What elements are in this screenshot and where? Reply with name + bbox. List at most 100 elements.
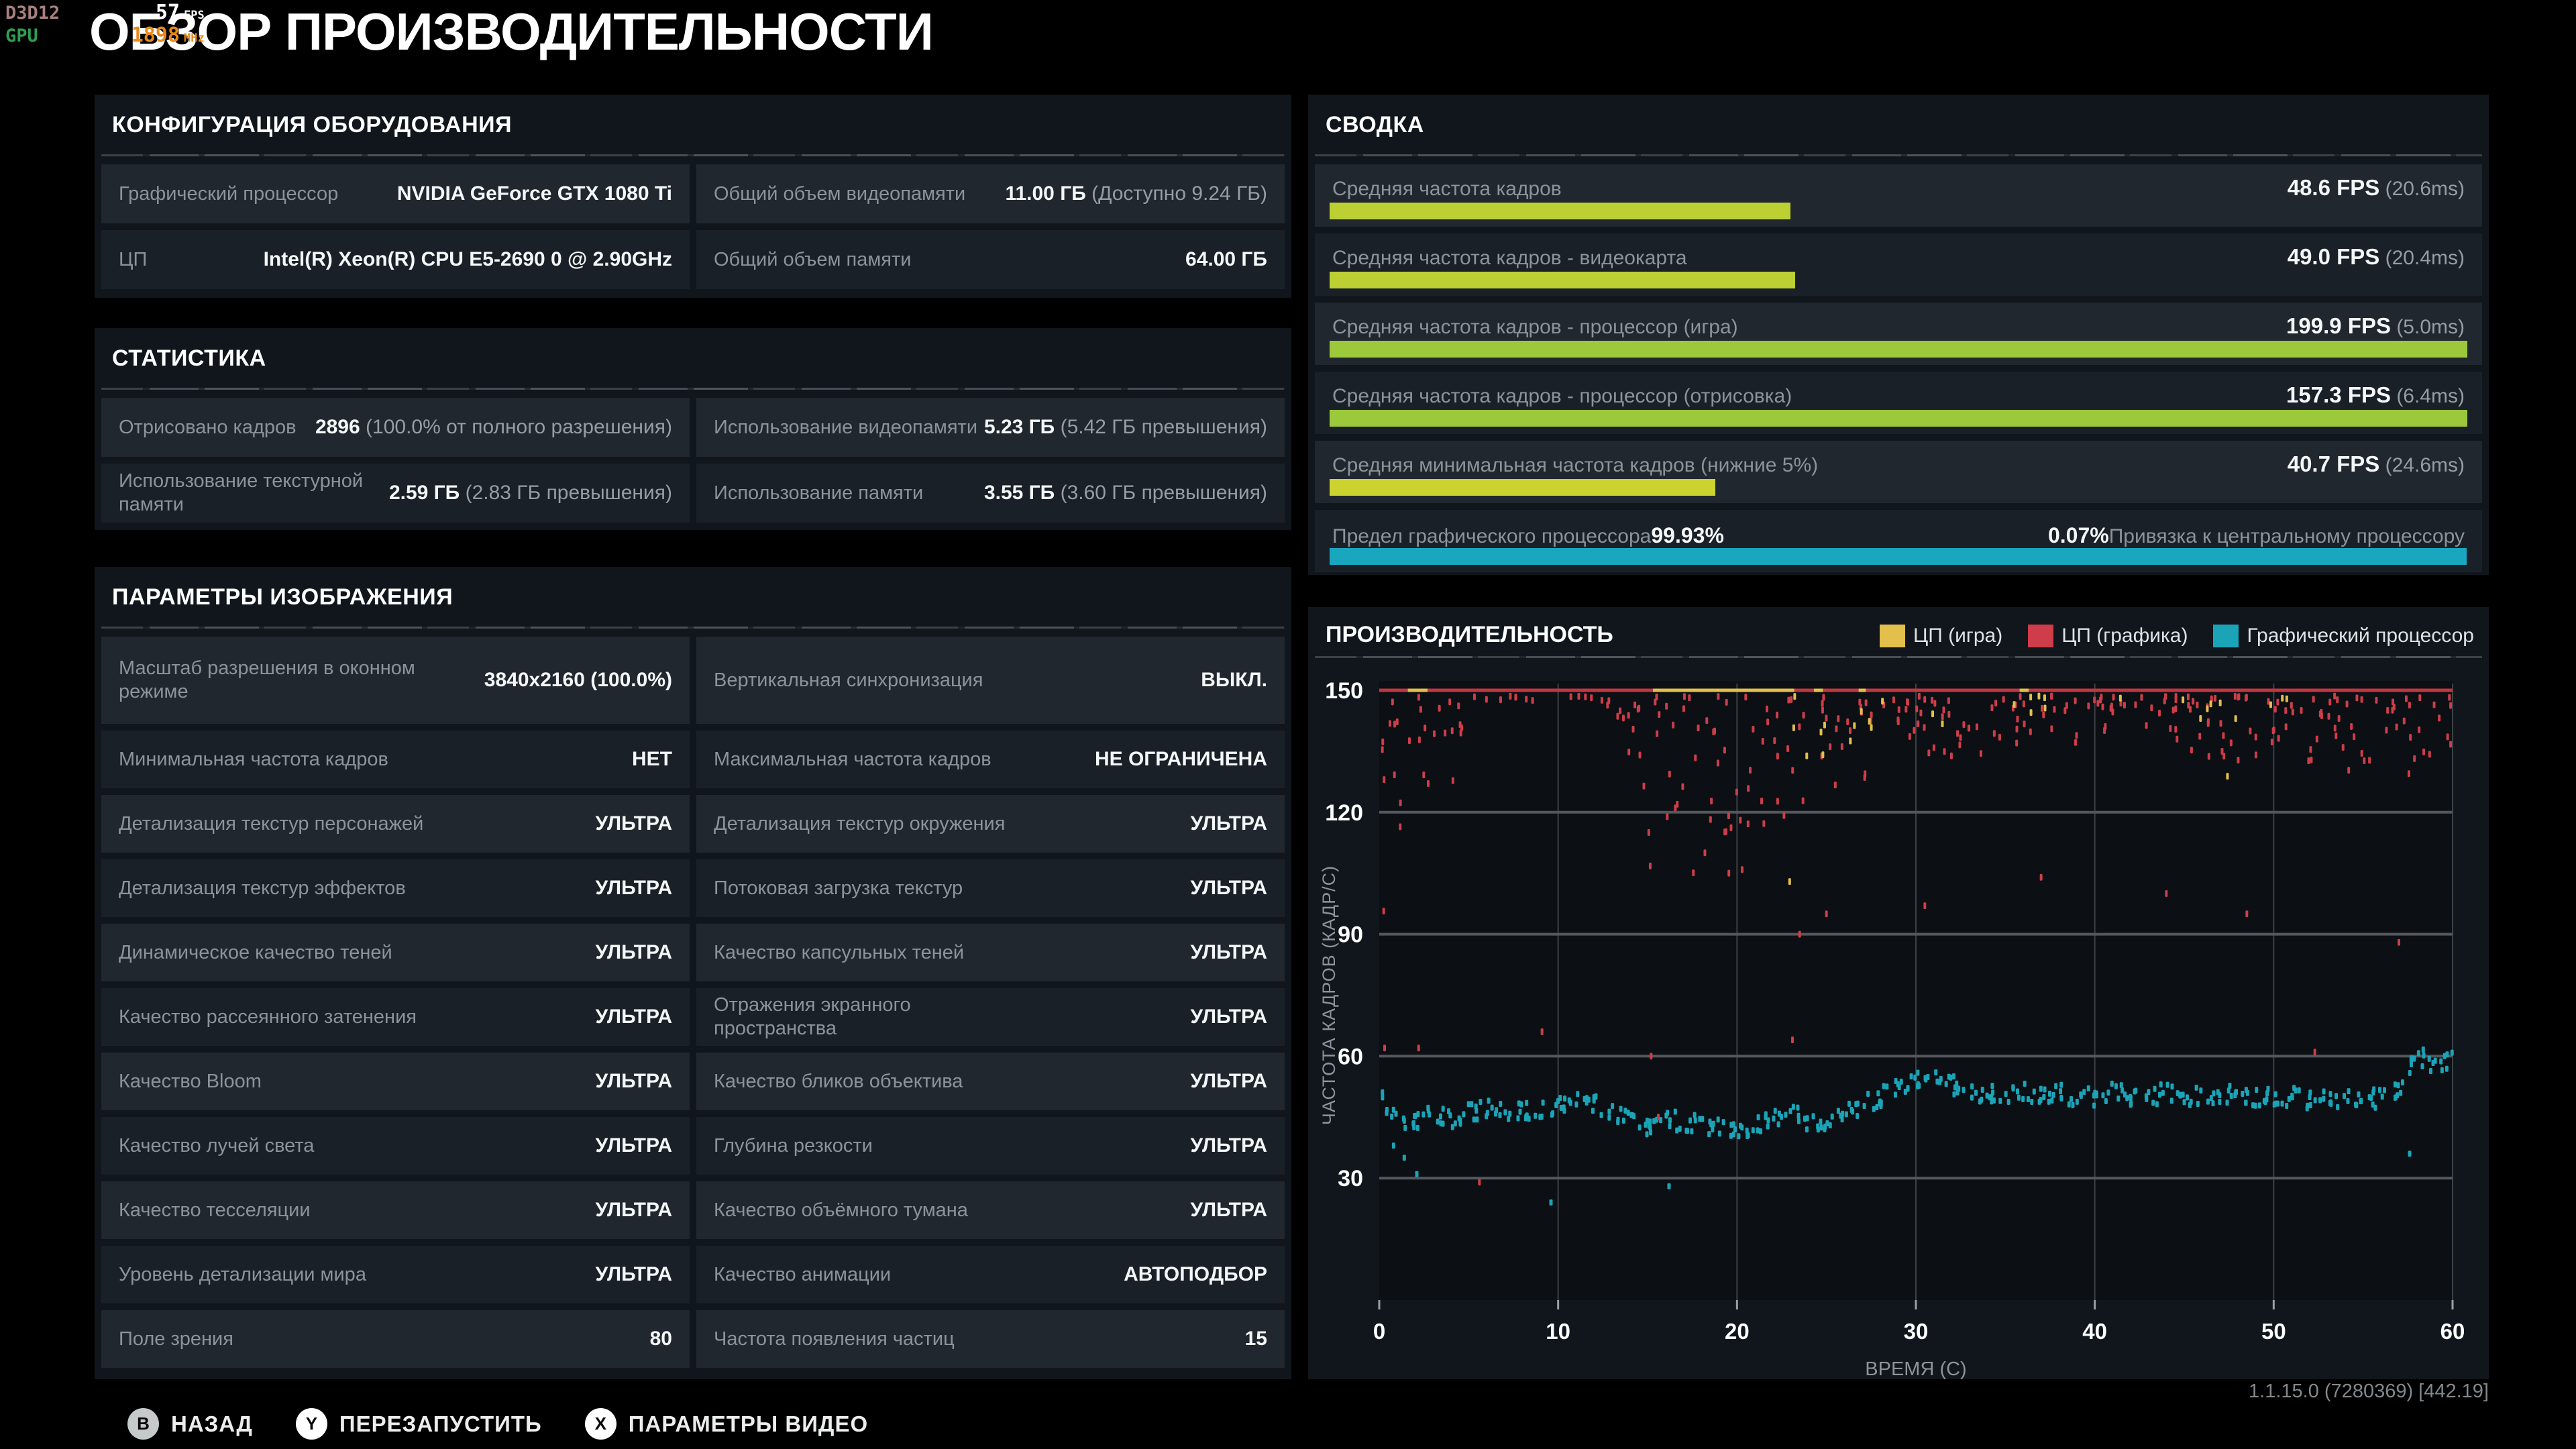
- setting-cell-value: 80: [649, 1328, 672, 1350]
- svg-text:120: 120: [1325, 800, 1363, 826]
- summary-row: Средняя минимальная частота кадров (нижн…: [1315, 441, 2482, 503]
- setting-cell-label: Качество капсульных теней: [714, 941, 965, 963]
- gpu-bound-bar: [1330, 548, 2467, 565]
- stats-cell: Использование текстурной памяти 2.59 ГБ (…: [101, 464, 690, 523]
- overlay-fps-unit: FPS: [184, 9, 205, 22]
- legend-swatch-icon: [1880, 625, 1906, 647]
- performance-panel-title: ПРОИЗВОДИТЕЛЬНОСТЬ: [1326, 622, 1613, 647]
- hardware-cell-value: NVIDIA GeForce GTX 1080 Ti: [396, 182, 672, 205]
- setting-cell: Качество Bloom УЛЬТРА: [101, 1053, 690, 1110]
- setting-cell: Динамическое качество теней УЛЬТРА: [101, 924, 690, 981]
- summary-row-label: Средняя минимальная частота кадров (нижн…: [1332, 454, 1819, 476]
- summary-row-label: Средняя частота кадров - процессор (игра…: [1332, 316, 1738, 338]
- footer-button-x[interactable]: X ПАРАМЕТРЫ ВИДЕО: [584, 1408, 869, 1440]
- svg-text:50: 50: [2261, 1319, 2286, 1344]
- gamepad-y-icon: Y: [295, 1408, 327, 1440]
- setting-row: Качество Bloom УЛЬТРА Качество бликов объе…: [101, 1053, 1285, 1110]
- setting-row: Качество лучей света УЛЬТРА Глубина резкос…: [101, 1117, 1285, 1175]
- divider: [101, 627, 1285, 629]
- settings-panel-title: ПАРАМЕТРЫ ИЗОБРАЖЕНИЯ: [112, 584, 453, 610]
- summary-row-bar: [1330, 410, 2467, 427]
- summary-row-value: 48.6 FPS (20.6ms): [2287, 175, 2465, 200]
- setting-cell-label: Качество анимации: [714, 1263, 892, 1285]
- overlay-api-label: D3D12: [5, 3, 60, 23]
- divider: [101, 154, 1285, 156]
- setting-cell: Качество капсульных теней УЛЬТРА: [696, 924, 1285, 981]
- footer-button-b[interactable]: B НАЗАД: [127, 1408, 253, 1440]
- hardware-cell-label: Графический процессор: [119, 182, 339, 205]
- setting-cell-value: УЛЬТРА: [1190, 1134, 1267, 1157]
- summary-row-value: 40.7 FPS (24.6ms): [2287, 451, 2465, 476]
- setting-cell: Глубина резкости УЛЬТРА: [696, 1117, 1285, 1175]
- divider: [101, 388, 1285, 390]
- setting-row: Уровень детализации мира УЛЬТРА Качество а…: [101, 1246, 1285, 1303]
- setting-cell-value: НЕТ: [632, 748, 672, 770]
- stats-cell-value: 5.23 ГБ (5.42 ГБ превышения): [983, 416, 1267, 438]
- footer-button-label: ПЕРЕЗАПУСТИТЬ: [339, 1411, 542, 1436]
- hardware-cell-value: 64.00 ГБ: [1185, 248, 1267, 270]
- hardware-cell: ЦП Intel(R) Xeon(R) CPU E5-2690 0 @ 2.90G…: [101, 230, 690, 289]
- summary-panel-title: СВОДКА: [1326, 112, 1424, 138]
- setting-cell-value: УЛЬТРА: [1190, 1199, 1267, 1221]
- stats-row: Использование текстурной памяти 2.59 ГБ (…: [101, 464, 1285, 523]
- setting-row: Динамическое качество теней УЛЬТРА Качеств…: [101, 924, 1285, 981]
- setting-cell-value: АВТОПОДБОР: [1124, 1263, 1267, 1285]
- setting-row: Качество тесселяции УЛЬТРА Качество объёмн…: [101, 1181, 1285, 1239]
- stats-cell-label: Использование памяти: [714, 482, 924, 504]
- setting-cell: Детализация текстур эффектов УЛЬТРА: [101, 859, 690, 917]
- stats-panel-title: СТАТИСТИКА: [112, 345, 266, 371]
- setting-cell-label: Качество бликов объектива: [714, 1070, 963, 1092]
- setting-cell-label: Качество тесселяции: [119, 1199, 311, 1221]
- summary-row-label: Средняя частота кадров - видеокарта: [1332, 247, 1687, 269]
- performance-chart-panel: ПРОИЗВОДИТЕЛЬНОСТЬ ЦП (игра) ЦП (графика)…: [1308, 607, 2489, 1379]
- gamepad-x-icon: X: [584, 1408, 616, 1440]
- stats-cell: Использование видеопамяти 5.23 ГБ (5.42 Г…: [696, 398, 1285, 457]
- setting-cell: Максимальная частота кадров НЕ ОГРАНИЧЕНА: [696, 731, 1285, 788]
- footer-button-label: НАЗАД: [171, 1411, 253, 1436]
- setting-cell-label: Минимальная частота кадров: [119, 748, 388, 770]
- setting-cell-value: УЛЬТРА: [595, 941, 672, 963]
- summary-row-bar: [1330, 203, 1790, 219]
- summary-row-bar: [1330, 479, 1715, 496]
- setting-cell-value: УЛЬТРА: [1190, 941, 1267, 963]
- footer-button-label: ПАРАМЕТРЫ ВИДЕО: [628, 1411, 869, 1436]
- setting-cell: Качество рассеянного затенения УЛЬТРА: [101, 988, 690, 1046]
- setting-cell-label: Поле зрения: [119, 1328, 233, 1350]
- setting-row: Детализация текстур эффектов УЛЬТРА Потоко…: [101, 859, 1285, 917]
- svg-text:ВРЕМЯ (С): ВРЕМЯ (С): [1865, 1358, 1966, 1379]
- gpu-bound-left: Предел графического процессора99.93%: [1332, 523, 1724, 547]
- summary-row-bar: [1330, 341, 2467, 358]
- summary-row-label: Средняя частота кадров - процессор (отри…: [1332, 385, 1792, 407]
- legend-swatch-icon: [2028, 625, 2054, 647]
- legend-swatch-icon: [2213, 625, 2239, 647]
- svg-text:60: 60: [1338, 1044, 1363, 1069]
- setting-cell: Отражения экранного пространства УЛЬТРА: [696, 988, 1285, 1046]
- stats-cell: Отрисовано кадров 2896 (100.0% от полного…: [101, 398, 690, 457]
- stats-cell-label: Отрисовано кадров: [119, 416, 297, 438]
- stats-cell: Использование памяти 3.55 ГБ (3.60 ГБ пре…: [696, 464, 1285, 523]
- summary-row: Средняя частота кадров 48.6 FPS (20.6ms): [1315, 164, 2482, 227]
- setting-cell-value: УЛЬТРА: [1190, 1070, 1267, 1092]
- hardware-row: Графический процессор NVIDIA GeForce GTX …: [101, 164, 1285, 223]
- summary-row-value: 157.3 FPS (6.4ms): [2286, 382, 2465, 407]
- chart-legend: ЦП (игра) ЦП (графика) Графический процесс…: [1865, 625, 2474, 647]
- overlay-gpu-label: GPU: [5, 25, 38, 46]
- footer-button-y[interactable]: Y ПЕРЕЗАПУСТИТЬ: [295, 1408, 542, 1440]
- summary-row: Средняя частота кадров - видеокарта 49.0 …: [1315, 233, 2482, 296]
- setting-cell-label: Глубина резкости: [714, 1134, 873, 1157]
- setting-row: Качество рассеянного затенения УЛЬТРА Отра…: [101, 988, 1285, 1046]
- stats-row: Отрисовано кадров 2896 (100.0% от полного…: [101, 398, 1285, 457]
- fps-overlay: D3D12 57 FPS GPU 1898 MHz: [5, 3, 205, 48]
- cpu-bound-right: 0.07%Привязка к центральному процессору: [2047, 523, 2465, 547]
- hardware-cell: Графический процессор NVIDIA GeForce GTX …: [101, 164, 690, 223]
- svg-text:150: 150: [1325, 678, 1363, 704]
- summary-row-label: Средняя частота кадров: [1332, 178, 1562, 200]
- setting-cell: Потоковая загрузка текстур УЛЬТРА: [696, 859, 1285, 917]
- setting-cell-label: Отражения экранного пространства: [714, 994, 911, 1039]
- setting-cell-value: УЛЬТРА: [595, 877, 672, 899]
- summary-row: Средняя частота кадров - процессор (игра…: [1315, 303, 2482, 365]
- setting-cell-label: Качество объёмного тумана: [714, 1199, 968, 1221]
- setting-cell-label: Уровень детализации мира: [119, 1263, 366, 1285]
- overlay-clock-unit: MHz: [184, 32, 205, 45]
- svg-text:0: 0: [1373, 1319, 1385, 1344]
